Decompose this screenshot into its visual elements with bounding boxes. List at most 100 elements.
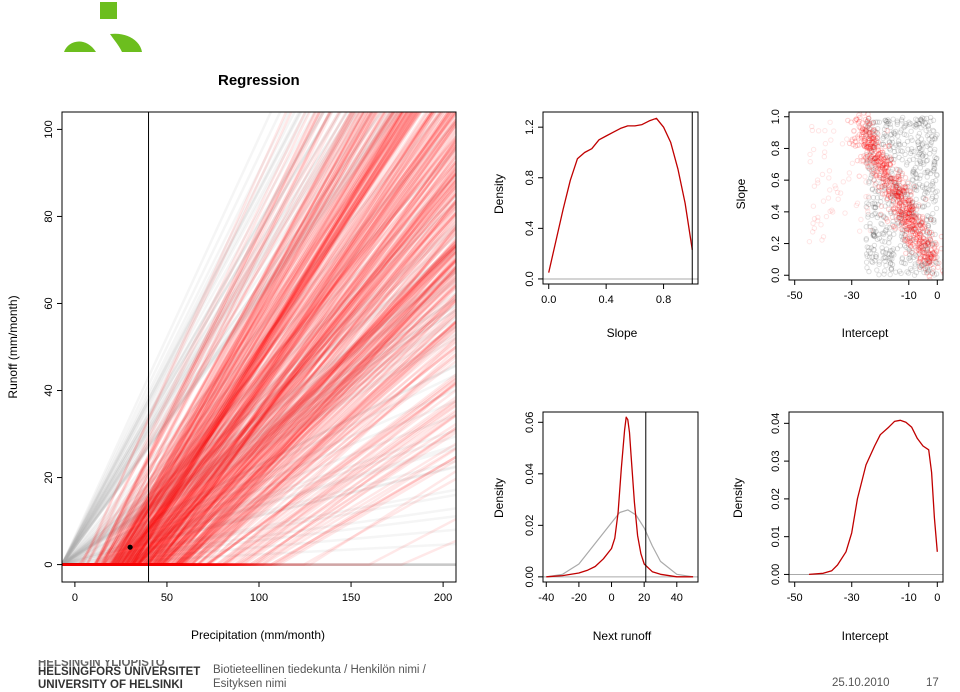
posterior-sample-point xyxy=(894,217,900,223)
prior-sample-point xyxy=(876,172,883,179)
posterior-sample-point xyxy=(878,159,884,165)
posterior-regression-line xyxy=(62,261,456,566)
prior-sample-point xyxy=(923,188,929,195)
posterior-sample-point xyxy=(840,179,847,185)
posterior-regression-line xyxy=(62,112,369,566)
posterior-sample-point xyxy=(887,191,893,198)
posterior-sample-point xyxy=(899,218,906,224)
prior-sample-point xyxy=(917,218,923,225)
prior-sample-point xyxy=(864,253,870,260)
prior-sample-point xyxy=(908,120,914,127)
posterior-regression-line xyxy=(62,118,456,566)
prior-sample-point xyxy=(888,141,894,147)
prior-sample-point xyxy=(890,129,897,135)
prior-sample-point xyxy=(872,128,879,135)
posterior-sample-point xyxy=(919,215,926,221)
prior-regression-line xyxy=(62,112,291,566)
posterior-sample-point xyxy=(853,116,859,123)
prior-sample-point xyxy=(895,141,902,147)
posterior-sample-point xyxy=(903,209,909,216)
prior-sample-point xyxy=(923,158,930,164)
posterior-sample-point xyxy=(896,208,903,214)
prior-regression-line xyxy=(62,297,456,566)
prior-regression-line xyxy=(62,244,456,566)
posterior-regression-line xyxy=(62,112,434,566)
posterior-regression-line xyxy=(62,243,456,566)
prior-sample-point xyxy=(908,146,915,152)
posterior-sample-point xyxy=(892,179,898,186)
posterior-regression-line xyxy=(62,129,456,566)
posterior-regression-line xyxy=(62,240,456,566)
prior-regression-line xyxy=(62,112,317,566)
posterior-sample-point xyxy=(883,169,889,175)
posterior-sample-point xyxy=(918,233,924,239)
prior-sample-point xyxy=(887,260,894,267)
posterior-sample-point xyxy=(920,223,926,229)
posterior-regression-line xyxy=(62,112,450,566)
prior-sample-point xyxy=(919,153,926,159)
posterior-sample-point xyxy=(909,228,916,235)
posterior-sample-point xyxy=(834,189,841,196)
prior-sample-point xyxy=(886,240,892,246)
prior-regression-line xyxy=(62,112,391,566)
intercept-density-x-tick-label: -50 xyxy=(787,592,803,604)
prior-sample-point xyxy=(907,150,914,157)
posterior-sample-point xyxy=(886,143,892,150)
prior-sample-point xyxy=(871,200,878,206)
prior-sample-point xyxy=(885,251,891,257)
prior-sample-point xyxy=(896,189,903,195)
posterior-sample-point xyxy=(883,190,889,196)
prior-sample-point xyxy=(919,263,925,269)
posterior-sample-point xyxy=(858,133,865,139)
posterior-sample-point xyxy=(941,270,943,276)
prior-sample-point xyxy=(872,188,878,194)
posterior-sample-point xyxy=(890,206,897,212)
posterior-sample-point xyxy=(872,171,878,178)
posterior-sample-point xyxy=(881,162,887,169)
posterior-sample-point xyxy=(862,141,868,147)
posterior-sample-point xyxy=(898,215,905,222)
prior-sample-point xyxy=(869,200,876,207)
posterior-sample-point xyxy=(893,184,900,190)
posterior-sample-point xyxy=(917,245,924,251)
posterior-sample-point xyxy=(899,210,906,216)
prior-regression-line xyxy=(62,399,456,566)
prior-sample-point xyxy=(885,120,891,126)
posterior-sample-point xyxy=(878,183,885,190)
intercept-density-curve xyxy=(808,419,938,576)
posterior-sample-point xyxy=(873,142,880,148)
prior-regression-line xyxy=(62,363,456,566)
next-runoff-y-tick-label: 0.06 xyxy=(524,412,536,433)
prior-sample-point xyxy=(877,199,884,205)
posterior-sample-point xyxy=(886,142,892,149)
prior-sample-point xyxy=(872,119,879,125)
posterior-sample-point xyxy=(891,204,897,211)
prior-sample-point xyxy=(925,259,931,266)
posterior-regression-line xyxy=(62,399,456,566)
posterior-regression-line xyxy=(62,259,456,566)
posterior-sample-point xyxy=(902,214,909,221)
posterior-regression-line xyxy=(62,121,456,566)
scatter-x-tick-label: 0 xyxy=(934,290,940,302)
posterior-regression-line xyxy=(62,279,456,566)
posterior-sample-point xyxy=(888,175,895,182)
scatter-data-layer xyxy=(806,112,943,280)
posterior-sample-point xyxy=(904,204,910,211)
posterior-sample-point xyxy=(920,249,926,256)
posterior-regression-line xyxy=(62,203,456,566)
posterior-regression-line xyxy=(62,172,456,566)
prior-sample-point xyxy=(873,180,879,186)
posterior-sample-point xyxy=(897,169,903,175)
prior-predictive-curve xyxy=(546,509,694,578)
posterior-sample-point xyxy=(915,247,922,253)
prior-sample-point xyxy=(915,133,921,140)
prior-sample-point xyxy=(870,228,876,234)
prior-regression-line xyxy=(62,488,456,566)
posterior-sample-point xyxy=(867,130,873,136)
posterior-regression-line xyxy=(62,112,352,566)
posterior-sample-point xyxy=(860,157,866,164)
posterior-sample-point xyxy=(906,217,912,223)
prior-sample-point xyxy=(866,268,872,275)
posterior-sample-point xyxy=(876,151,882,157)
prior-sample-point xyxy=(872,226,878,232)
